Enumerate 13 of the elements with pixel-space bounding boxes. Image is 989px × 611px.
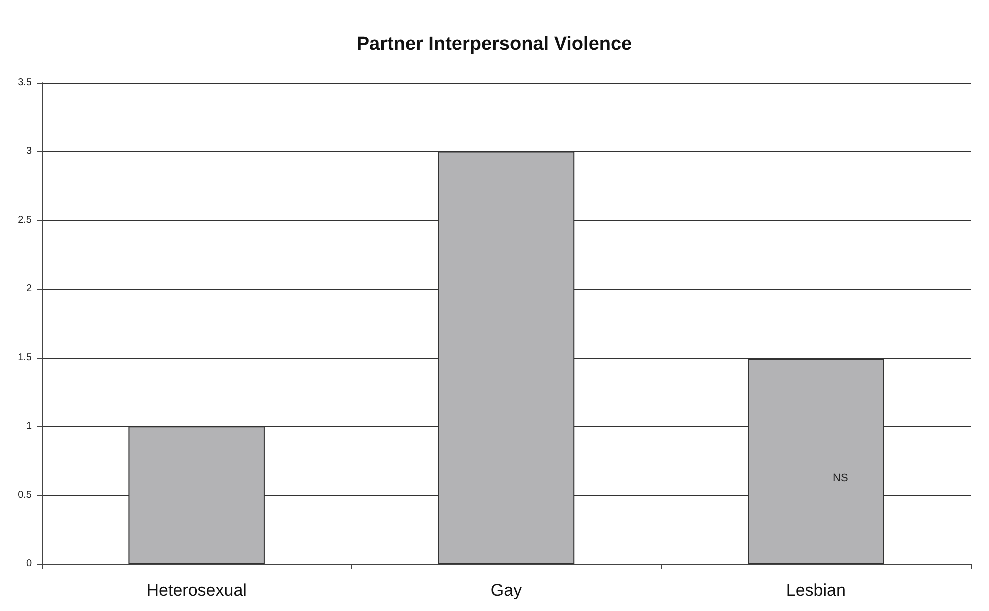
annotation: NS [833,472,848,484]
y-tick-label: 1.5 [18,352,32,364]
y-tick-label: 3.5 [18,78,32,88]
y-tick-label: 2.5 [18,214,32,226]
y-tick-label: 0.5 [18,490,32,501]
y-tick-label: 0 [26,558,32,570]
x-tick-label: Lesbian [786,581,846,600]
y-tick-label: 1 [26,421,32,432]
y-tick-label: 2 [26,284,32,295]
x-tick-label: Gay [490,581,523,600]
y-tick-label: 3 [26,146,32,158]
chart-title: Partner Interpersonal Violence [356,34,632,55]
x-tick-label: Heterosexual [146,581,247,600]
